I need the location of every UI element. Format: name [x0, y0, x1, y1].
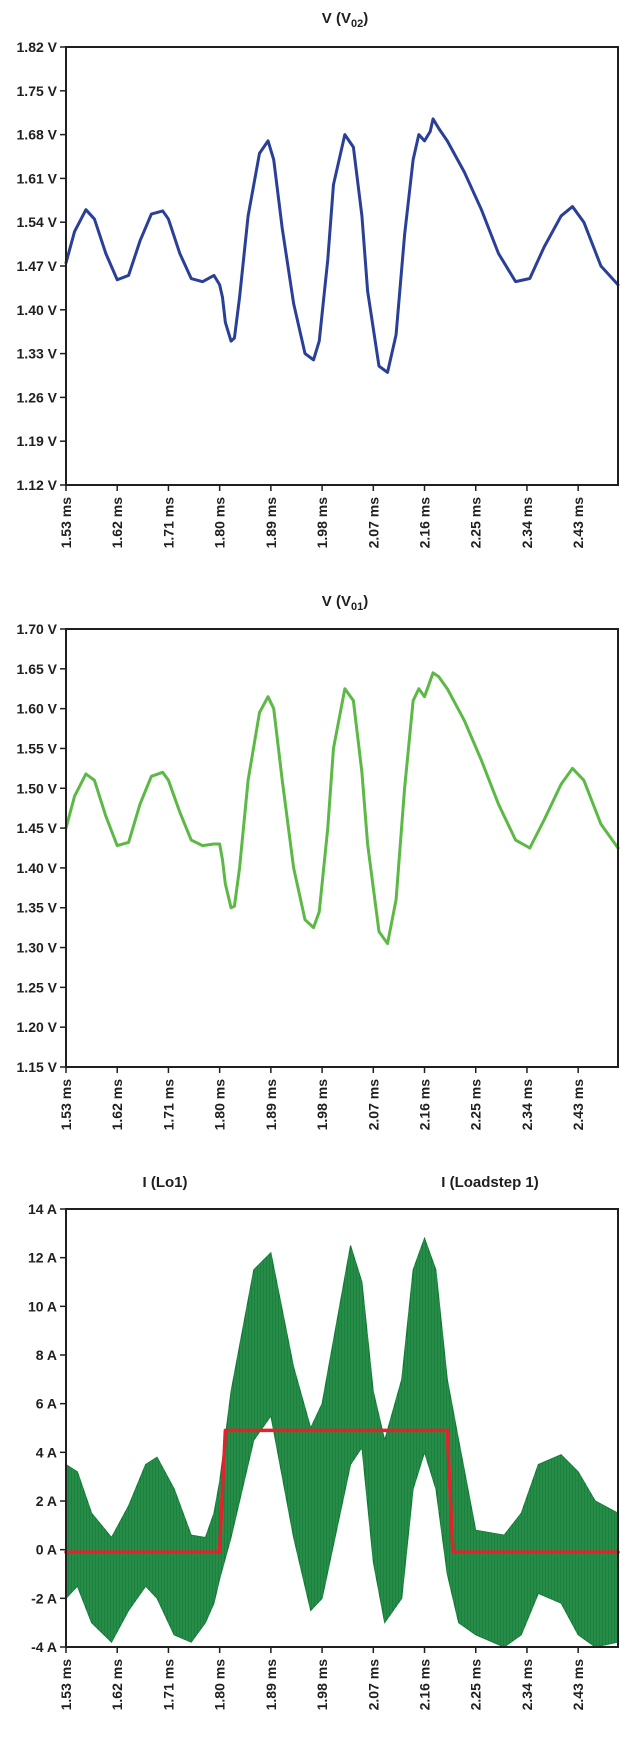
series-ripple — [66, 1239, 617, 1647]
y-tick-label: 1.47 V — [17, 258, 58, 274]
x-tick-label: 1.80 ms — [212, 1079, 228, 1131]
y-tick-label: 1.54 V — [17, 214, 58, 230]
y-tick-label: 1.30 V — [17, 940, 58, 956]
plot-frame — [65, 628, 619, 1068]
y-tick-label: 1.33 V — [17, 346, 58, 362]
y-tick-label: 1.19 V — [17, 433, 58, 449]
x-tick-label: 1.80 ms — [212, 1659, 228, 1711]
x-tick-label: 2.34 ms — [519, 1079, 535, 1131]
y-tick-label: 1.35 V — [17, 900, 58, 916]
y-tick-label: 1.82 V — [17, 39, 58, 55]
x-tick-label: 2.16 ms — [417, 1079, 433, 1131]
x-tick-label: 1.71 ms — [160, 1079, 176, 1131]
y-tick-label: 6 A — [36, 1396, 57, 1412]
chart-vo1: V (V01) 1.15 V 1.20 V 1.25 V 1.30 V 1.35 V 1.… — [17, 593, 620, 1131]
y-tick-label: 1.55 V — [17, 740, 58, 756]
y-tick-label: 1.68 V — [17, 127, 58, 143]
y-tick-label: 0 A — [36, 1542, 57, 1558]
x-tick-label: 2.07 ms — [365, 1079, 381, 1131]
x-tick-label: 1.62 ms — [109, 497, 125, 549]
x-tick-label: 2.07 ms — [365, 1659, 381, 1711]
chart-title: V (V02) — [322, 10, 368, 30]
y-tick-label: 1.40 V — [17, 860, 58, 876]
x-tick-label: 2.16 ms — [417, 1659, 433, 1711]
x-tick-label: 1.89 ms — [263, 497, 279, 549]
y-tick-label: 1.60 V — [17, 701, 58, 717]
x-tick-label: 1.98 ms — [314, 1659, 330, 1711]
x-tick-label: 2.43 ms — [570, 497, 586, 549]
y-tick-label: -4 A — [31, 1639, 57, 1655]
y-tick-label: 1.75 V — [17, 83, 58, 99]
x-tick-label: 2.34 ms — [519, 1659, 535, 1711]
chart-currents: I (Lo1) I (Loadstep 1) -4 A -2 A 0 A 2 A 4 A… — [28, 1174, 620, 1711]
x-tick-label: 1.53 ms — [58, 1079, 74, 1131]
x-tick-label: 2.43 ms — [570, 1079, 586, 1131]
chart-vo2: V (V02) 1.12 V 1.19 V 1.26 V 1.33 V 1.40 V 1.… — [17, 10, 620, 549]
legend-label-ilo1: I (Lo1) — [143, 1174, 188, 1191]
y-tick-label: 1.65 V — [17, 661, 58, 677]
x-tick-label: 1.80 ms — [212, 497, 228, 549]
y-tick-label: 4 A — [36, 1444, 57, 1460]
x-tick-label: 1.62 ms — [109, 1659, 125, 1711]
y-tick-label: 1.45 V — [17, 820, 58, 836]
y-tick-label: 12 A — [28, 1250, 57, 1266]
y-tick-label: 1.15 V — [17, 1059, 58, 1075]
x-tick-label: 2.25 ms — [468, 497, 484, 549]
x-tick-label: 1.98 ms — [314, 1079, 330, 1131]
y-tick-label: 1.40 V — [17, 302, 58, 318]
x-tick-label: 1.71 ms — [160, 497, 176, 549]
y-tick-label: 1.25 V — [17, 979, 58, 995]
plot-frame — [65, 1208, 619, 1648]
x-tick-label: 2.25 ms — [468, 1659, 484, 1711]
y-tick-label: 1.50 V — [17, 780, 58, 796]
x-tick-label: 2.34 ms — [519, 497, 535, 549]
y-tick-label: 2 A — [36, 1493, 57, 1509]
x-tick-label: 1.62 ms — [109, 1079, 125, 1131]
series-line-trace — [64, 671, 620, 946]
series-line-trace — [64, 117, 620, 374]
y-tick-label: 1.61 V — [17, 170, 58, 186]
y-tick-label: 1.26 V — [17, 389, 58, 405]
y-tick-label: -2 A — [31, 1590, 57, 1606]
y-tick-label: 1.70 V — [17, 621, 58, 637]
y-tick-label: 8 A — [36, 1347, 57, 1363]
y-tick-label: 14 A — [28, 1201, 57, 1217]
y-tick-label: 10 A — [28, 1298, 57, 1314]
x-tick-label: 2.25 ms — [468, 1079, 484, 1131]
y-tick-label: 1.20 V — [17, 1019, 58, 1035]
x-tick-label: 1.89 ms — [263, 1659, 279, 1711]
x-tick-label: 1.71 ms — [160, 1659, 176, 1711]
legend-label-iloadstep1: I (Loadstep 1) — [441, 1174, 539, 1191]
x-tick-label: 1.89 ms — [263, 1079, 279, 1131]
x-tick-label: 2.16 ms — [417, 497, 433, 549]
x-tick-label: 2.43 ms — [570, 1659, 586, 1711]
x-tick-label: 1.98 ms — [314, 497, 330, 549]
y-tick-label: 1.12 V — [17, 477, 58, 493]
x-tick-label: 1.53 ms — [58, 1659, 74, 1711]
chart-title: V (V01) — [322, 593, 368, 613]
x-tick-label: 1.53 ms — [58, 497, 74, 549]
x-tick-label: 2.07 ms — [365, 497, 381, 549]
series-line-i-loadstep-1- — [64, 1428, 620, 1554]
